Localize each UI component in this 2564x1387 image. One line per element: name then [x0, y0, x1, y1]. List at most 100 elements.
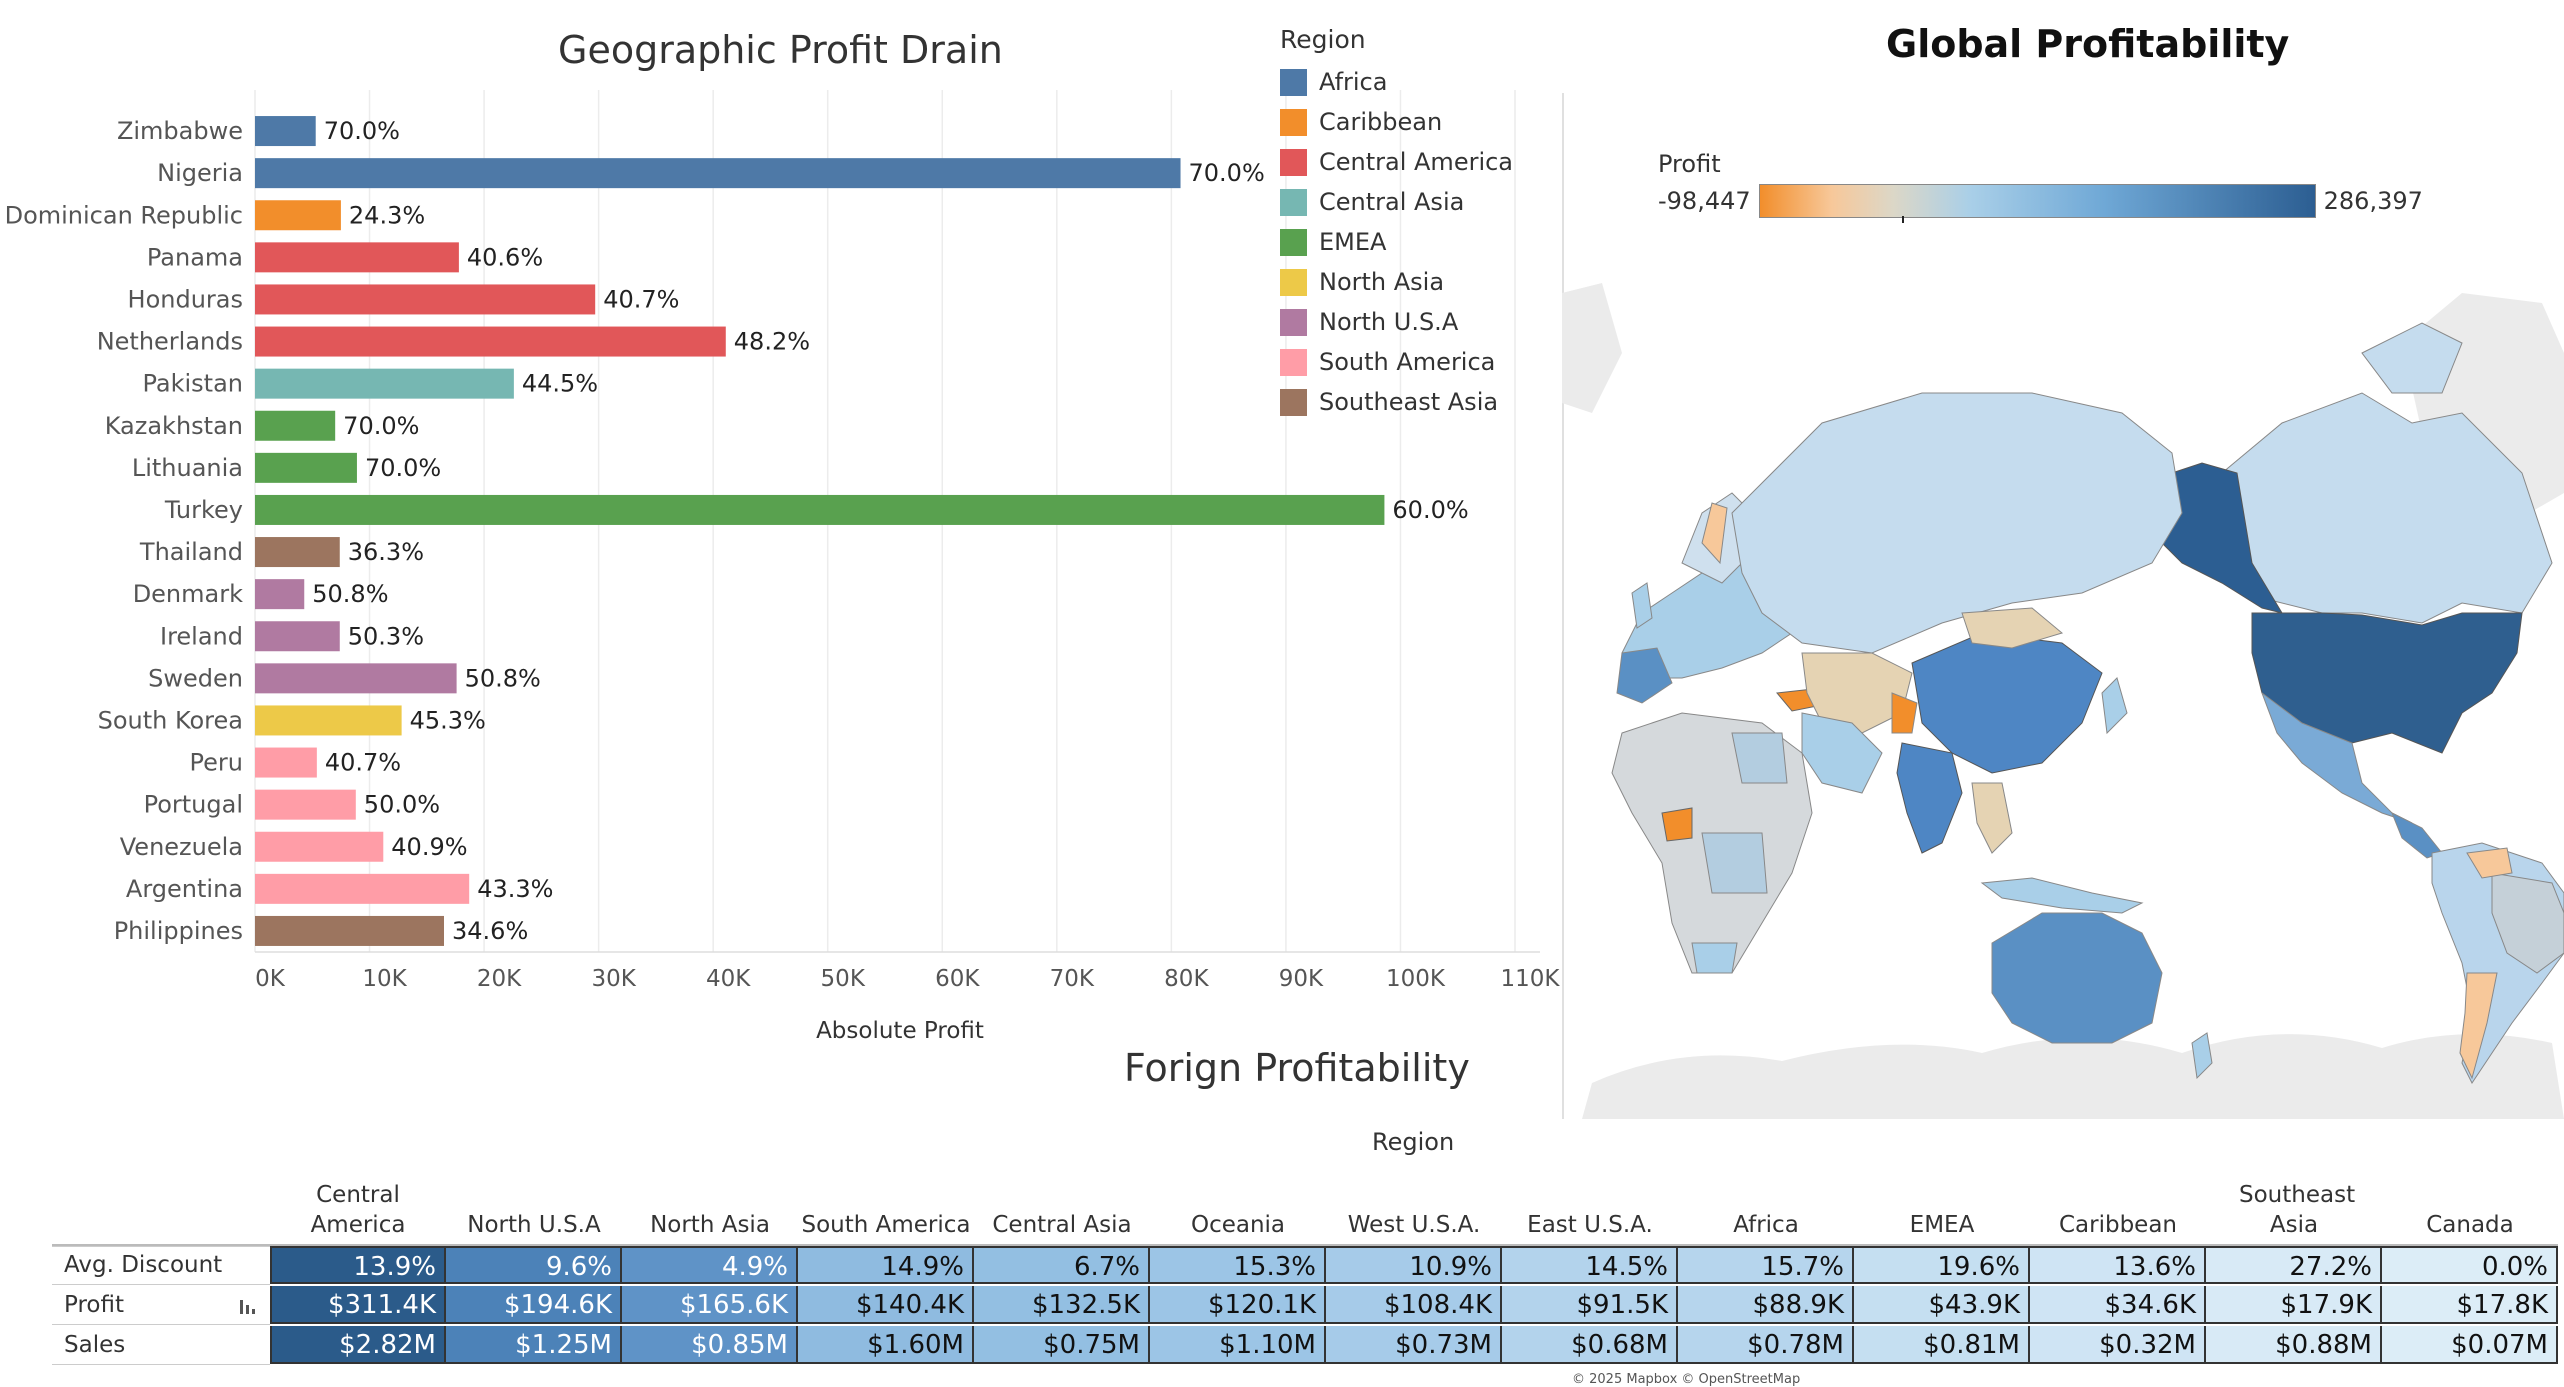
table-cell[interactable]: 6.7% [974, 1246, 1150, 1284]
legend-label: Caribbean [1319, 108, 1443, 136]
column-header-label: North Asia [650, 1212, 770, 1238]
table-cell[interactable]: $0.85M [622, 1326, 798, 1364]
brazil-shape [2491, 872, 2564, 974]
table-cell[interactable]: 10.9% [1326, 1246, 1502, 1284]
bar [255, 452, 357, 483]
table-cell[interactable]: $1.60M [798, 1326, 974, 1364]
table-cell[interactable]: 13.9% [270, 1246, 446, 1284]
legend-item[interactable]: North Asia [1280, 262, 1513, 302]
table-cell[interactable]: $0.68M [1502, 1326, 1678, 1364]
table-row-header[interactable]: Profit [64, 1292, 124, 1318]
table-row-header[interactable]: Sales [64, 1332, 126, 1358]
category-label: Pakistan [143, 370, 244, 398]
table-cell[interactable]: $91.5K [1502, 1286, 1678, 1324]
table-column-header[interactable]: South America [798, 1168, 974, 1240]
row-divider [52, 1324, 270, 1325]
table-cell[interactable]: 15.3% [1150, 1246, 1326, 1284]
table-cell[interactable]: $17.8K [2382, 1286, 2558, 1324]
table-cell[interactable]: $43.9K [1854, 1286, 2030, 1324]
category-label: Peru [190, 749, 243, 777]
table-cell[interactable]: 14.5% [1502, 1246, 1678, 1284]
table-cell[interactable]: 4.9% [622, 1246, 798, 1284]
x-tick-label: 60K [935, 966, 980, 992]
table-cell[interactable]: $120.1K [1150, 1286, 1326, 1324]
legend-item[interactable]: Central Asia [1280, 182, 1513, 222]
legend-item[interactable]: Caribbean [1280, 102, 1513, 142]
france-spain-shape [1616, 647, 1673, 704]
region-legend[interactable]: Region Africa Caribbean Central America Cen… [1280, 25, 1513, 422]
row-divider [52, 1246, 270, 1247]
table-column-header[interactable]: North Asia [622, 1168, 798, 1240]
legend-label: Central America [1319, 148, 1514, 176]
table-cell[interactable]: $0.07M [2382, 1326, 2558, 1364]
legend-item[interactable]: Africa [1280, 62, 1513, 102]
profitability-table[interactable]: Central America North U.S.A North Asia Sout… [52, 1168, 2562, 1368]
table-title: Forign Profitability [1124, 1046, 1470, 1090]
table-cell[interactable]: $17.9K [2206, 1286, 2382, 1324]
table-cell[interactable]: $0.73M [1326, 1326, 1502, 1364]
table-column-header[interactable]: EMEA [1854, 1168, 2030, 1240]
table-cell[interactable]: $0.88M [2206, 1326, 2382, 1364]
legend-label: Africa [1319, 68, 1388, 96]
bar-data-label: 45.3% [410, 706, 486, 734]
table-cell[interactable]: $108.4K [1326, 1286, 1502, 1324]
table-cell[interactable]: 27.2% [2206, 1246, 2382, 1284]
table-column-header[interactable]: Oceania [1150, 1168, 1326, 1240]
table-cell[interactable]: $194.6K [446, 1286, 622, 1324]
bar [255, 200, 341, 231]
table-column-header[interactable]: Africa [1678, 1168, 1854, 1240]
table-cell[interactable]: $0.32M [2030, 1326, 2206, 1364]
sort-icon[interactable] [238, 1296, 258, 1320]
table-cell[interactable]: 13.6% [2030, 1246, 2206, 1284]
table-column-header[interactable]: Central Asia [974, 1168, 1150, 1240]
table-row-header[interactable]: Avg. Discount [64, 1252, 223, 1278]
table-column-header[interactable]: Southeast Asia [2206, 1168, 2382, 1240]
table-cell[interactable]: 19.6% [1854, 1246, 2030, 1284]
bar [255, 537, 340, 568]
nigeria-shape [1661, 807, 1693, 842]
map-attribution[interactable]: © 2025 Mapbox © OpenStreetMap [1572, 1372, 1801, 1387]
table-cell[interactable]: $0.75M [974, 1326, 1150, 1364]
legend-item[interactable]: South America [1280, 342, 1513, 382]
column-header-label: Oceania [1190, 1212, 1286, 1238]
legend-item[interactable]: Southeast Asia [1280, 382, 1513, 422]
table-column-header[interactable]: Caribbean [2030, 1168, 2206, 1240]
table-cell[interactable]: $34.6K [2030, 1286, 2206, 1324]
category-label: Zimbabwe [117, 117, 243, 145]
column-header-label: North U.S.A [467, 1212, 601, 1238]
table-cell[interactable]: 9.6% [446, 1246, 622, 1284]
world-profit-map[interactable] [1562, 93, 2564, 1119]
table-cell[interactable]: $132.5K [974, 1286, 1150, 1324]
table-cell[interactable]: $165.6K [622, 1286, 798, 1324]
india-shape [1896, 742, 1963, 854]
table-cell[interactable]: $1.10M [1150, 1326, 1326, 1364]
table-cell[interactable]: $2.82M [270, 1326, 446, 1364]
japan-shape [2101, 677, 2128, 735]
bar [255, 873, 470, 904]
table-cell[interactable]: 0.0% [2382, 1246, 2558, 1284]
table-cell[interactable]: $140.4K [798, 1286, 974, 1324]
legend-item[interactable]: EMEA [1280, 222, 1513, 262]
table-column-header[interactable]: East U.S.A. [1502, 1168, 1678, 1240]
table-column-header[interactable]: North U.S.A [446, 1168, 622, 1240]
table-cell[interactable]: $88.9K [1678, 1286, 1854, 1324]
table-column-header[interactable]: Central America [270, 1168, 446, 1240]
bar [255, 410, 336, 441]
table-cell[interactable]: $1.25M [446, 1326, 622, 1364]
table-column-header[interactable]: Canada [2382, 1168, 2558, 1240]
table-cell[interactable]: 14.9% [798, 1246, 974, 1284]
table-cell[interactable]: 15.7% [1678, 1246, 1854, 1284]
table-cell[interactable]: $0.78M [1678, 1326, 1854, 1364]
legend-swatch [1280, 348, 1307, 376]
table-column-header[interactable]: West U.S.A. [1326, 1168, 1502, 1240]
legend-swatch [1280, 228, 1307, 256]
column-header-label: Canada [2426, 1212, 2514, 1238]
legend-item[interactable]: Central America [1280, 142, 1513, 182]
table-cell[interactable]: $0.81M [1854, 1326, 2030, 1364]
bar [255, 579, 305, 610]
table-cell[interactable]: $311.4K [270, 1286, 446, 1324]
bar-data-label: 50.8% [312, 580, 388, 608]
x-tick-label: 110K [1501, 966, 1560, 992]
legend-swatch [1280, 68, 1307, 96]
legend-item[interactable]: North U.S.A [1280, 302, 1513, 342]
